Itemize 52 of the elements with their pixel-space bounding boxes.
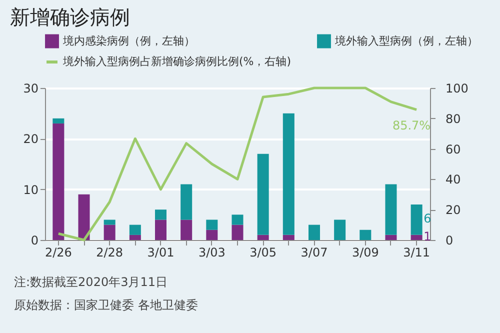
y2-tick-label: 20 [446,203,461,218]
text: 原始数据：国家卫健委 各地卫健委 [14,297,199,314]
y2-tick-label: 60 [446,142,461,156]
bar [385,184,397,235]
bar [52,118,64,124]
bar [385,234,397,240]
bar [104,220,116,225]
y2-tick-label: 40 [446,172,461,187]
y-tick-label: 0 [30,234,38,248]
x-tick-label: 3/01 [147,246,174,260]
bar [129,234,141,240]
bar [308,224,320,240]
bar [232,224,244,240]
bar [155,210,167,220]
bar [52,123,64,240]
x-tick-label: 3/11 [403,246,430,260]
y-tick-label: 20 [23,132,38,146]
x-tick-label: 2/28 [96,246,124,260]
y-tick-label: 10 [23,182,38,197]
legend-label: 境内感染病例（例，左轴） [62,34,195,48]
bar [334,220,346,240]
bar [206,220,218,230]
y2-tick-label: 0 [446,234,454,248]
bar [410,204,422,235]
bar [232,214,244,225]
data-label: 6 [424,212,432,226]
y2-tick-label: 100 [446,82,468,96]
x-tick-label: 3/09 [352,246,379,260]
legend-label: 境外输入型病例（例，左轴） [334,34,478,48]
bar [78,194,90,240]
bar [360,230,372,240]
bar [282,234,294,240]
x-tick-label: 3/05 [250,246,277,260]
chart-title: 新增确诊病例 [10,5,130,29]
bar [257,234,269,240]
legend-label: 境外输入型病例占新增确诊病例比例(%，右轴) [62,55,292,68]
bar [155,220,167,240]
x-tick-label: 3/07 [300,246,328,260]
bar [180,220,192,240]
x-tick-label: 2/26 [44,246,72,260]
y-tick-label: 30 [23,82,38,96]
bar [257,154,269,235]
bar [129,224,141,235]
text: 注:数据截至2020年3月11日 [14,274,168,291]
x-tick-label: 3/03 [198,246,226,260]
bar [104,224,116,240]
bar [410,234,422,240]
data-label: 85.7% [392,118,431,133]
bar [180,184,192,220]
bar [206,230,218,240]
bar [282,113,294,235]
y2-tick-label: 80 [446,112,461,126]
